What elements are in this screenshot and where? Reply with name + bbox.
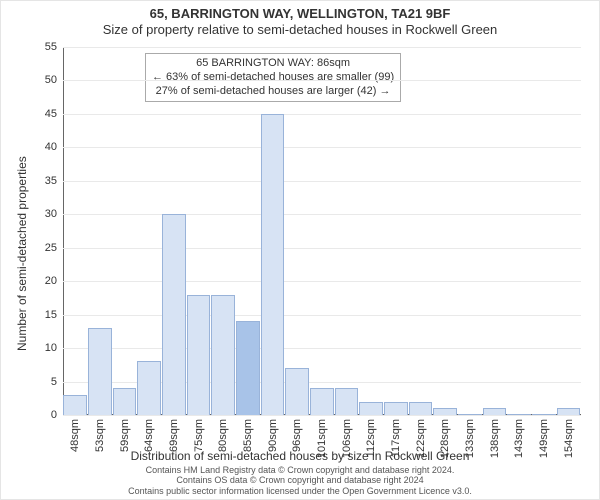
gridline [63,281,581,282]
gridline [63,181,581,182]
gridline [63,248,581,249]
x-tick-label: 59sqm [119,419,131,452]
y-tick-label: 30 [45,208,57,220]
x-tick-label: 96sqm [291,419,303,452]
histogram-bar [433,408,457,415]
histogram-bar [211,295,235,415]
gridline [63,80,581,81]
attribution: Contains HM Land Registry data © Crown c… [1,465,599,497]
y-tick-label: 45 [45,108,57,120]
chart-container: 65, BARRINGTON WAY, WELLINGTON, TA21 9BF… [0,0,600,500]
attribution-line-1: Contains HM Land Registry data © Crown c… [1,465,599,476]
y-tick-label: 5 [51,376,57,388]
y-axis [63,47,64,415]
histogram-bar [162,214,186,415]
x-axis-label: Distribution of semi-detached houses by … [1,449,599,463]
x-tick-label: 53sqm [94,419,106,452]
y-tick-label: 35 [45,175,57,187]
page-subtitle: Size of property relative to semi-detach… [1,23,599,37]
gridline [63,214,581,215]
histogram-bar [63,395,87,415]
histogram-bar [483,408,507,415]
y-tick-label: 50 [45,74,57,86]
attribution-line-3: Contains public sector information licen… [1,486,599,497]
histogram-bar [261,114,285,415]
histogram-bar [285,368,309,415]
x-tick-label: 75sqm [193,419,205,452]
histogram-bar [384,402,408,415]
y-tick-label: 20 [45,275,57,287]
gridline [63,315,581,316]
histogram-bar [137,361,161,415]
gridline [63,415,581,416]
y-axis-label: Number of semi-detached properties [15,156,29,351]
x-tick-label: 85sqm [242,419,254,452]
page-title: 65, BARRINGTON WAY, WELLINGTON, TA21 9BF [1,7,599,21]
histogram-bar [557,408,581,415]
histogram-bar [507,414,531,415]
gridline [63,47,581,48]
histogram-bar [359,402,383,415]
attribution-line-2: Contains OS data © Crown copyright and d… [1,475,599,486]
x-tick-label: 69sqm [168,419,180,452]
histogram-bar [88,328,112,415]
y-tick-label: 15 [45,309,57,321]
highlight-annotation: 65 BARRINGTON WAY: 86sqm ← 63% of semi-d… [145,53,401,102]
histogram-bar [458,414,482,415]
histogram-bar-highlight [236,321,260,415]
histogram-bar [113,388,137,415]
y-tick-label: 55 [45,41,57,53]
histogram-plot: 65 BARRINGTON WAY: 86sqm ← 63% of semi-d… [63,47,581,415]
annot-line-2: ← 63% of semi-detached houses are smalle… [152,71,394,85]
histogram-bar [187,295,211,415]
annot-line-3: 27% of semi-detached houses are larger (… [152,85,394,99]
histogram-bar [532,414,556,415]
x-tick-label: 90sqm [267,419,279,452]
histogram-bar [310,388,334,415]
histogram-bar [335,388,359,415]
y-tick-label: 10 [45,342,57,354]
annot-line-1: 65 BARRINGTON WAY: 86sqm [152,57,394,71]
x-tick-label: 48sqm [69,419,81,452]
gridline [63,114,581,115]
x-tick-label: 64sqm [143,419,155,452]
y-tick-label: 40 [45,141,57,153]
histogram-bar [409,402,433,415]
x-tick-label: 80sqm [217,419,229,452]
gridline [63,348,581,349]
y-tick-label: 0 [51,409,57,421]
y-tick-label: 25 [45,242,57,254]
gridline [63,147,581,148]
